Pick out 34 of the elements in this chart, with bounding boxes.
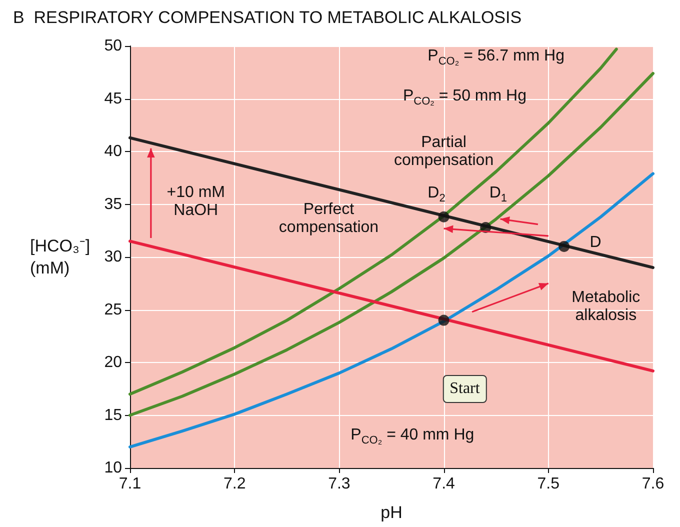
x-tick-label: 7.2	[223, 476, 246, 492]
line-series	[128, 72, 654, 417]
annotation: P$_{CO₂}$ = 40 mm Hg	[350, 426, 474, 450]
line-series	[128, 172, 654, 448]
annotation: Partial compensation	[394, 134, 494, 170]
annotation: Start	[442, 374, 487, 403]
x-tick-label: 7.3	[328, 476, 350, 492]
point	[558, 240, 570, 252]
annotation: D$_{2}$	[428, 184, 446, 206]
x-tick-label: 7.4	[432, 476, 456, 492]
y-tick-label: 10	[104, 460, 122, 476]
y-tick-label: 30	[104, 248, 122, 266]
annotation: D	[590, 234, 602, 252]
annotation: Metabolic alkalosis	[572, 288, 640, 325]
point	[438, 314, 450, 326]
y-tick-label: 15	[104, 406, 122, 424]
y-tick-label: 45	[104, 90, 122, 108]
y-tick-label: 35	[104, 196, 122, 213]
x-tick-label: 7.6	[642, 476, 664, 492]
annotation: Perfect compensation	[278, 201, 379, 238]
point	[438, 211, 450, 222]
y-tick-label: 40	[104, 143, 122, 160]
annotation: D$_{1}$	[489, 184, 508, 206]
y-axis-title: [HCO₃⁻] (mM)	[30, 236, 90, 278]
annotation: +10 mM NaOH	[166, 184, 226, 220]
chart-title: B RESPIRATORY COMPENSATION TO METABOLIC ALKALOSIS	[13, 8, 522, 27]
x-tick-label: 7.5	[537, 476, 560, 492]
y-tick-label: 20	[104, 354, 122, 371]
y-tick-label: 25	[104, 301, 122, 318]
y-tick-label: 50	[104, 38, 122, 54]
annotation: P$_{CO₂}$ = 50 mm Hg	[402, 87, 526, 110]
annotation: P$_{CO₂}$ = 56.7 mm Hg	[428, 47, 565, 70]
x-axis-title: pH	[380, 503, 402, 522]
x-tick-label: 7.1	[118, 476, 142, 492]
